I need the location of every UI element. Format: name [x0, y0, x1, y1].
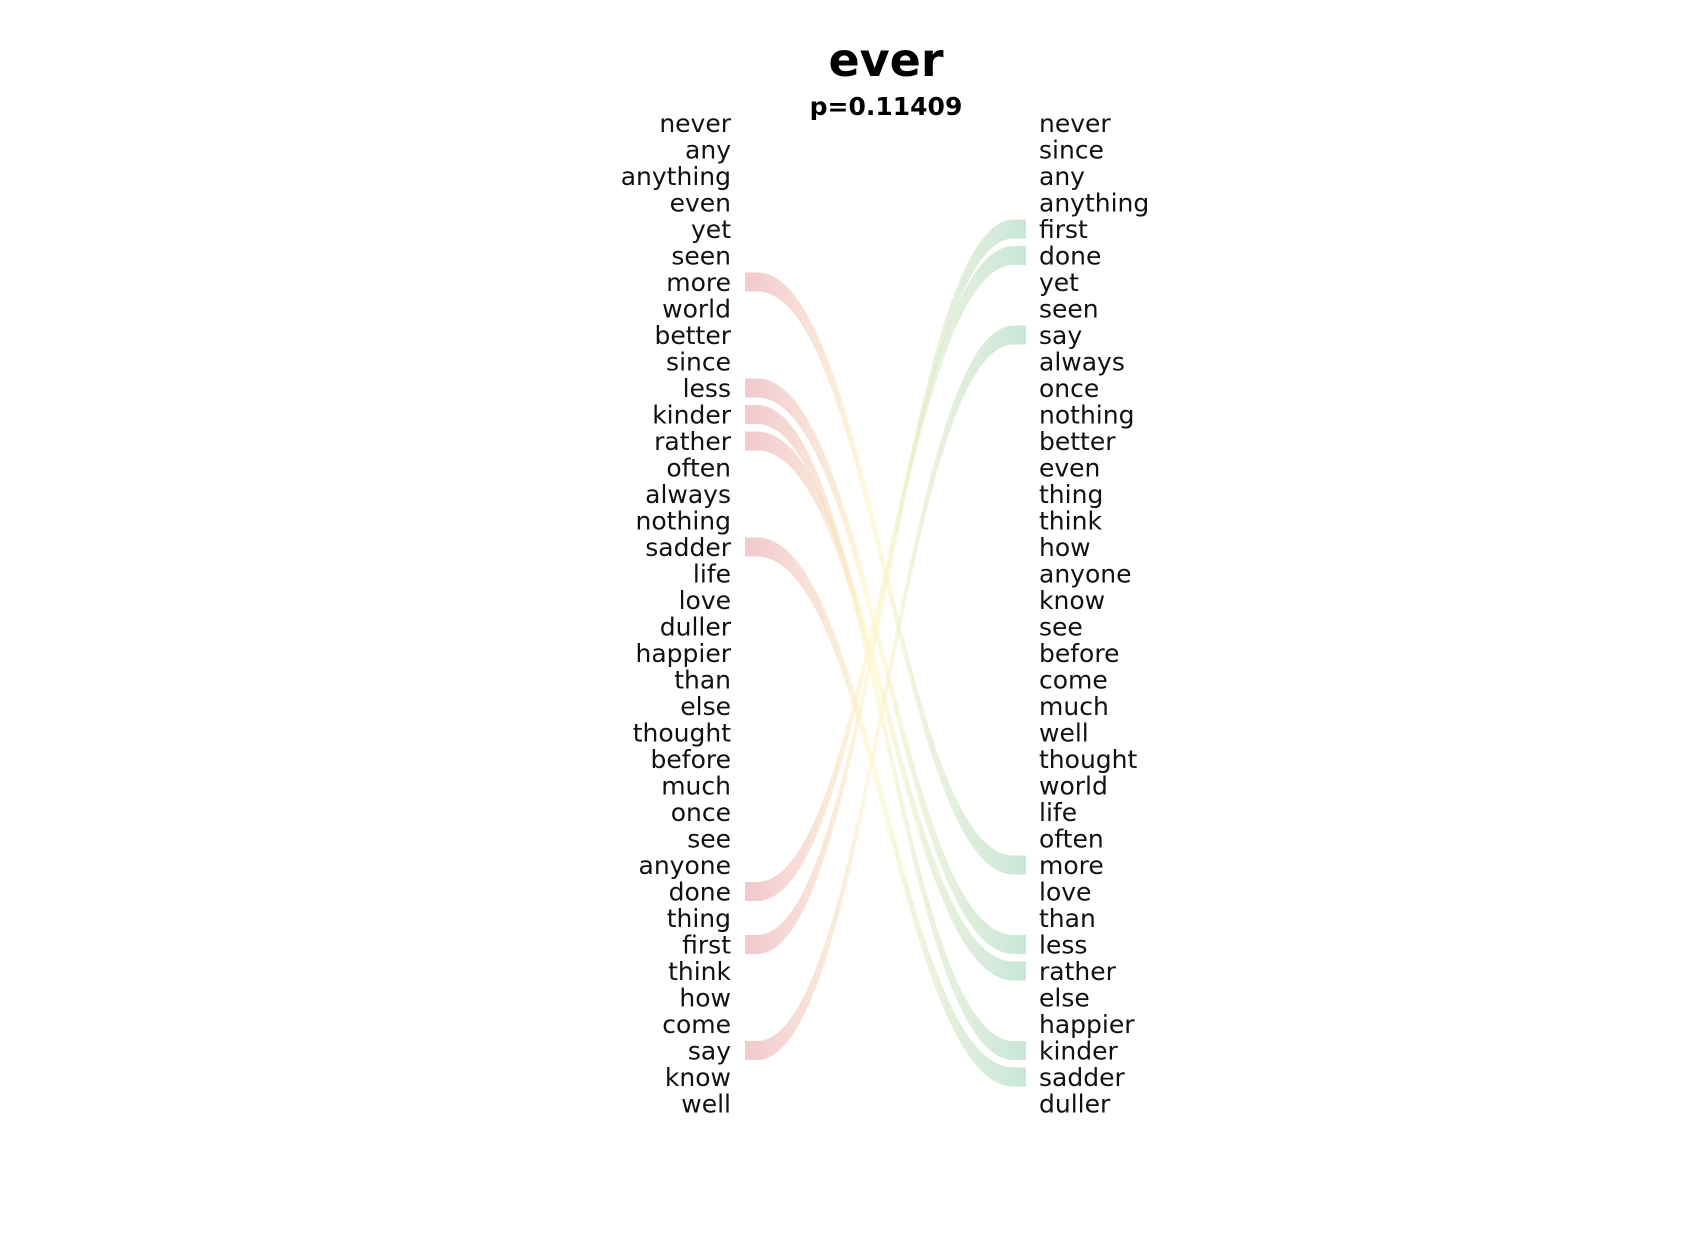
left-word-come: come: [662, 1010, 731, 1039]
link-ribbon-first: [745, 219, 1026, 954]
right-word-seen: seen: [1039, 295, 1099, 324]
right-word-happier: happier: [1039, 1010, 1135, 1039]
right-word-love: love: [1039, 878, 1091, 907]
left-word-rather: rather: [654, 427, 732, 456]
right-word-kinder: kinder: [1039, 1037, 1119, 1066]
left-word-duller: duller: [660, 613, 732, 642]
right-word-sadder: sadder: [1039, 1063, 1125, 1092]
link-ribbon-say: [745, 325, 1026, 1060]
left-word-any: any: [685, 136, 731, 165]
left-word-say: say: [688, 1037, 731, 1066]
left-word-nothing: nothing: [636, 507, 731, 536]
right-word-done: done: [1039, 242, 1101, 271]
left-word-well: well: [681, 1090, 731, 1119]
left-word-sadder: sadder: [645, 533, 731, 562]
right-word-nothing: nothing: [1039, 401, 1134, 430]
left-word-know: know: [665, 1063, 731, 1092]
right-word-anyone: anyone: [1039, 560, 1131, 589]
left-word-think: think: [668, 957, 731, 986]
right-word-anything: anything: [1039, 189, 1149, 218]
left-word-life: life: [693, 560, 731, 589]
left-word-since: since: [666, 348, 731, 377]
link-ribbon-sadder: [745, 537, 1026, 1087]
right-word-once: once: [1039, 374, 1099, 403]
right-word-come: come: [1039, 666, 1108, 695]
right-word-rather: rather: [1039, 957, 1117, 986]
right-word-know: know: [1039, 586, 1105, 615]
chart-subtitle: p=0.11409: [810, 92, 963, 121]
right-word-think: think: [1039, 507, 1102, 536]
left-word-see: see: [687, 825, 731, 854]
right-word-any: any: [1039, 162, 1085, 191]
left-word-kinder: kinder: [652, 401, 732, 430]
right-word-first: first: [1039, 215, 1088, 244]
left-word-than: than: [674, 666, 731, 695]
right-word-before: before: [1039, 639, 1119, 668]
left-word-better: better: [654, 321, 731, 350]
right-word-better: better: [1039, 427, 1116, 456]
right-word-never: never: [1039, 109, 1111, 138]
left-word-never: never: [659, 109, 731, 138]
right-word-how: how: [1039, 533, 1091, 562]
left-word-column: neveranyanythingevenyetseenmoreworldbett…: [621, 109, 732, 1119]
right-word-than: than: [1039, 904, 1096, 933]
right-word-often: often: [1039, 825, 1104, 854]
right-word-see: see: [1039, 613, 1083, 642]
right-word-less: less: [1039, 931, 1087, 960]
left-word-often: often: [666, 454, 731, 483]
right-word-else: else: [1039, 984, 1090, 1013]
right-word-since: since: [1039, 136, 1104, 165]
link-ribbon-kinder: [745, 405, 1026, 1060]
right-word-say: say: [1039, 321, 1082, 350]
right-word-thing: thing: [1039, 480, 1103, 509]
right-word-world: world: [1039, 772, 1108, 801]
link-ribbon-done: [745, 246, 1026, 901]
left-word-thought: thought: [633, 719, 732, 748]
right-word-yet: yet: [1039, 268, 1079, 297]
left-word-anything: anything: [621, 162, 731, 191]
left-word-world: world: [662, 295, 731, 324]
left-word-always: always: [645, 480, 731, 509]
right-word-always: always: [1039, 348, 1125, 377]
left-word-less: less: [683, 374, 731, 403]
left-word-first: first: [682, 931, 731, 960]
left-word-anyone: anyone: [639, 851, 731, 880]
left-word-once: once: [671, 798, 731, 827]
left-word-much: much: [661, 772, 731, 801]
link-ribbon-less: [745, 378, 1026, 954]
left-word-more: more: [666, 268, 731, 297]
left-word-love: love: [679, 586, 731, 615]
left-word-before: before: [651, 745, 731, 774]
left-word-even: even: [670, 189, 731, 218]
left-word-happier: happier: [635, 639, 731, 668]
right-word-much: much: [1039, 692, 1109, 721]
right-word-life: life: [1039, 798, 1077, 827]
right-word-more: more: [1039, 851, 1104, 880]
left-word-seen: seen: [671, 242, 731, 271]
link-ribbons: [745, 219, 1026, 1087]
link-ribbon-rather: [745, 431, 1026, 981]
left-word-done: done: [669, 878, 731, 907]
right-word-well: well: [1039, 719, 1089, 748]
chart-title: ever: [828, 33, 943, 87]
right-word-column: neversinceanyanythingfirstdoneyetseensay…: [1039, 109, 1149, 1119]
right-word-duller: duller: [1039, 1090, 1111, 1119]
right-word-even: even: [1039, 454, 1100, 483]
left-word-else: else: [680, 692, 731, 721]
left-word-how: how: [679, 984, 731, 1013]
left-word-thing: thing: [667, 904, 731, 933]
left-word-yet: yet: [691, 215, 731, 244]
right-word-thought: thought: [1039, 745, 1138, 774]
